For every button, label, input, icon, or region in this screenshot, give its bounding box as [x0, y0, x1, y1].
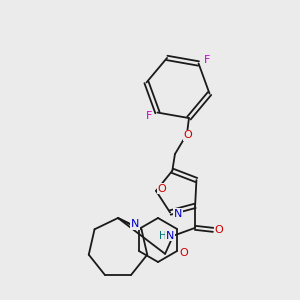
Text: O: O: [184, 130, 192, 140]
Text: O: O: [180, 248, 188, 258]
Text: H: H: [159, 231, 167, 241]
Text: N: N: [131, 219, 139, 229]
Text: F: F: [203, 56, 210, 65]
Text: F: F: [146, 110, 153, 121]
Text: N: N: [174, 208, 182, 218]
Text: N: N: [166, 231, 174, 241]
Text: O: O: [158, 184, 167, 194]
Text: O: O: [215, 225, 224, 235]
